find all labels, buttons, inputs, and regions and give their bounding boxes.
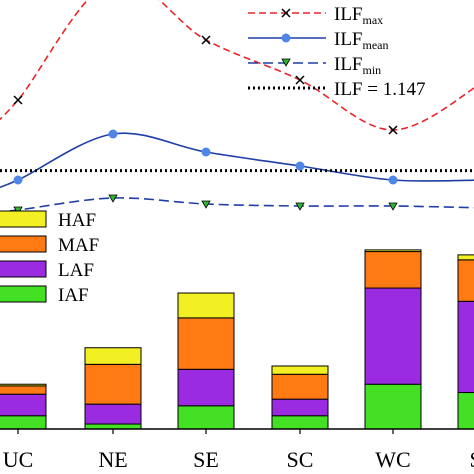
legend-label-avg: ILF = 1.147 — [334, 79, 425, 100]
bar-laf-wc — [364, 287, 422, 385]
ilf-min-marker — [108, 194, 118, 203]
bar-laf-uc — [0, 393, 47, 417]
bar-laf-sc — [271, 398, 329, 417]
ilf-mean-marker — [201, 147, 211, 157]
bar-maf-ne — [84, 363, 142, 405]
bar-legend: HAF MAF LAF IAF — [0, 210, 99, 306]
ilf-min-marker — [201, 200, 211, 209]
bar-haf-wc — [364, 249, 422, 253]
legend-swatch-laf — [0, 260, 47, 278]
legend-label-min: ILFmin — [334, 54, 381, 77]
bar-haf-sw — [457, 254, 474, 261]
ilf-min-marker — [295, 202, 305, 211]
legend-marker-mean — [281, 33, 291, 43]
bar-maf-uc — [0, 385, 47, 395]
bar-maf-wc — [364, 251, 422, 289]
x-tick-label: WC — [375, 447, 410, 472]
bar-iaf-wc — [364, 383, 422, 430]
legend-label-mean: ILFmean — [334, 29, 389, 52]
bar-iaf-sw — [457, 392, 474, 430]
ilf-mean-marker — [13, 175, 23, 185]
bar-iaf-sc — [271, 415, 329, 430]
legend-label-maf: MAF — [58, 235, 99, 256]
legend-label-haf: HAF — [58, 210, 96, 231]
ilf-max-line — [0, 0, 474, 131]
x-tick-label: SE — [193, 447, 219, 472]
legend-label-max: ILFmax — [334, 4, 383, 27]
bar-laf-se — [177, 368, 235, 407]
bar-maf-sc — [271, 373, 329, 400]
legend-label-laf: LAF — [58, 260, 94, 281]
legend-swatch-iaf — [0, 285, 47, 303]
ilf-markers — [13, 35, 398, 215]
ilf-mean-marker — [295, 161, 305, 171]
x-tick-label: SC — [287, 447, 314, 472]
ilf-max-marker — [295, 75, 305, 85]
legend-label-iaf: IAF — [58, 285, 89, 306]
ilf-max-marker — [201, 35, 211, 45]
x-ticks: UC NE SE SC WC SW — [3, 429, 474, 472]
bar-maf-sw — [457, 259, 474, 302]
ilf-mean-marker — [388, 175, 398, 185]
bar-laf-sw — [457, 300, 474, 394]
bar-maf-se — [177, 317, 235, 370]
x-tick-label: SW — [470, 447, 474, 472]
bar-haf-uc — [0, 383, 47, 387]
x-tick-label: UC — [3, 447, 34, 472]
bar-haf-ne — [84, 347, 142, 365]
x-tick-label: NE — [98, 447, 127, 472]
legend-swatch-maf — [0, 235, 47, 253]
bar-iaf-se — [177, 405, 235, 430]
bar-haf-sc — [271, 365, 329, 375]
ilf-max-marker — [13, 95, 23, 105]
ilf-mean-marker — [108, 129, 118, 139]
legend-swatch-haf — [0, 210, 47, 228]
ilf-max-marker — [388, 125, 398, 135]
bar-iaf-uc — [0, 415, 47, 430]
legend-marker-max — [281, 8, 291, 18]
bar-haf-se — [177, 292, 235, 319]
ilf-legend: ILFmax ILFmean ILFmin ILF = 1.147 — [248, 4, 425, 100]
legend-marker-min — [281, 58, 291, 67]
ilf-min-marker — [388, 202, 398, 211]
ilf-lines — [0, 0, 474, 213]
ilf-mean-line — [0, 132, 474, 189]
bar-laf-ne — [84, 403, 142, 425]
